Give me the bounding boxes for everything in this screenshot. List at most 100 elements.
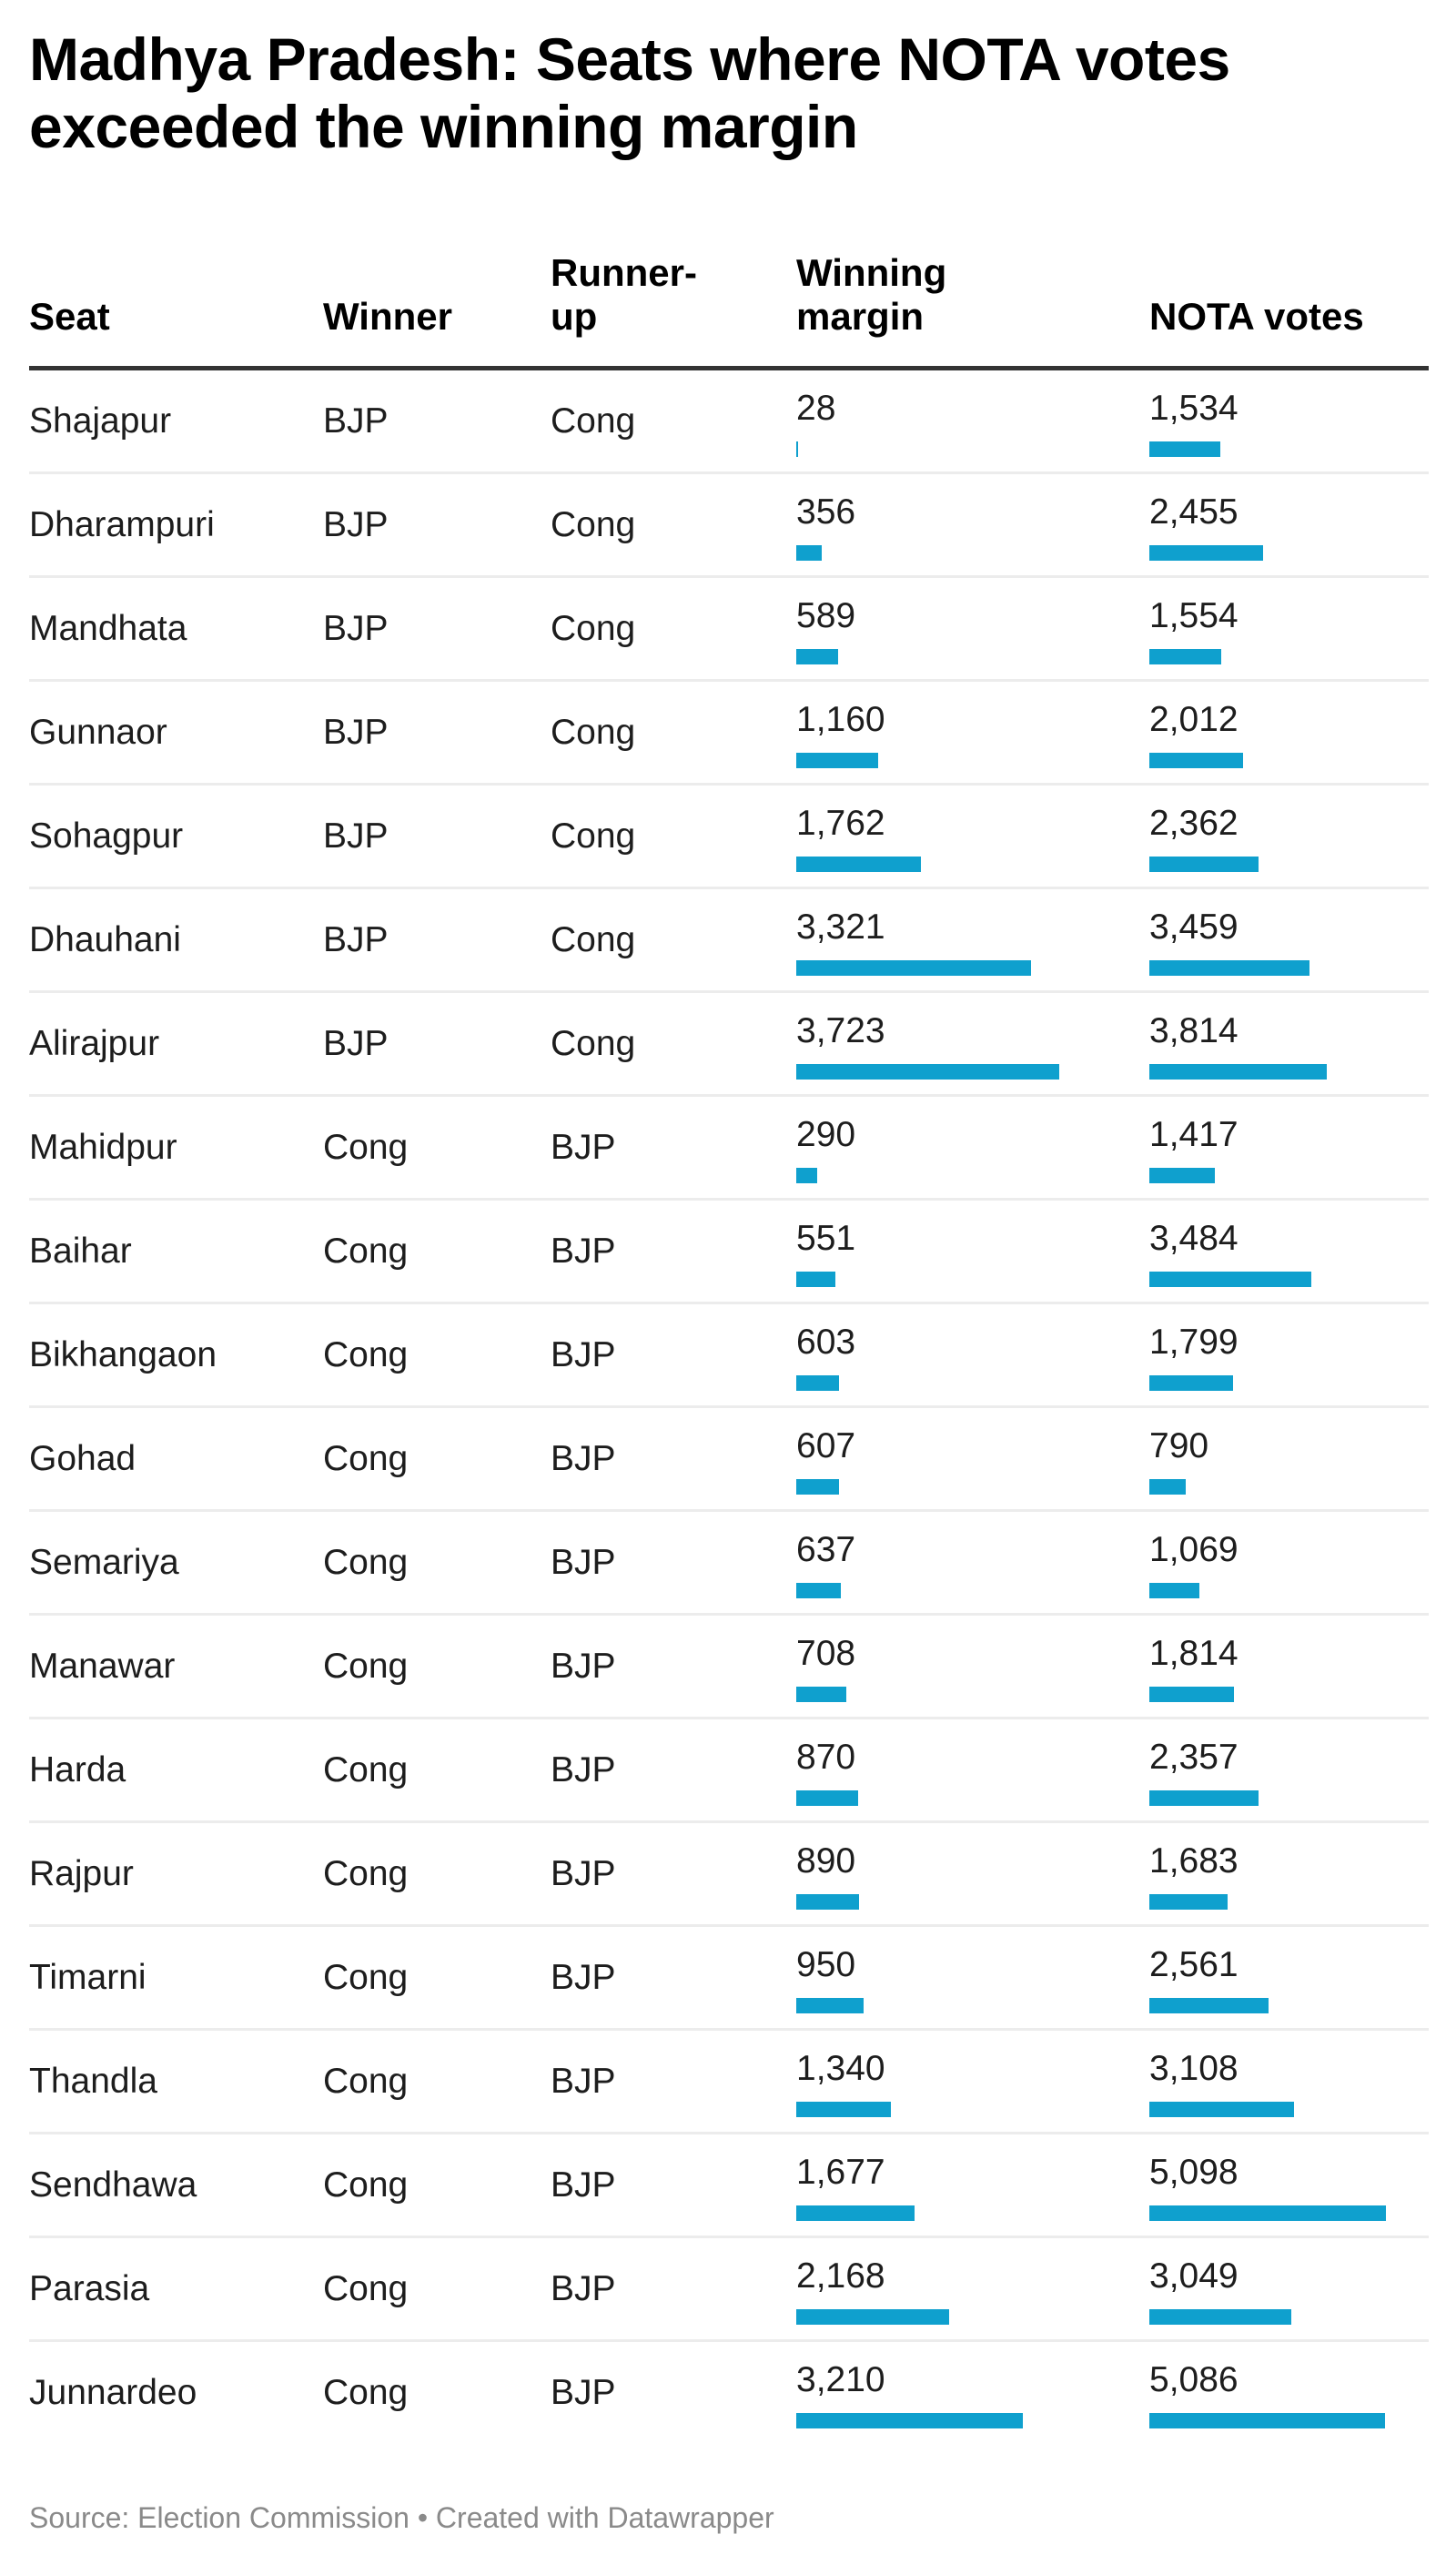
cell-nota-votes: 1,814 [1149, 1634, 1239, 1673]
cell-runner-up: BJP [551, 1647, 616, 1686]
nota-votes-bar [1149, 1064, 1327, 1080]
winning-margin-bar [796, 753, 878, 768]
header-winning-margin[interactable]: Winning margin [796, 251, 946, 339]
nota-votes-bar [1149, 2102, 1294, 2117]
table-header: Seat Winner Runner- up Winning margin NO… [29, 228, 1429, 370]
table-row: Gohad Cong BJP 607 790 [29, 1408, 1429, 1512]
cell-winner: Cong [323, 1439, 409, 1478]
cell-runner-up: Cong [551, 713, 636, 752]
winning-margin-bar [796, 857, 921, 872]
nota-votes-bar [1149, 1583, 1199, 1598]
nota-votes-bar [1149, 857, 1259, 872]
cell-winning-margin: 356 [796, 492, 856, 532]
nota-votes-bar [1149, 1168, 1215, 1183]
winning-margin-bar [796, 1687, 846, 1702]
table-row: Semariya Cong BJP 637 1,069 [29, 1512, 1429, 1616]
nota-votes-bar [1149, 441, 1220, 457]
header-runner-up-line1: Runner- [551, 251, 697, 294]
cell-seat: Mahidpur [29, 1128, 177, 1167]
cell-seat: Manawar [29, 1647, 176, 1686]
nota-votes-bar [1149, 960, 1309, 976]
cell-runner-up: BJP [551, 2373, 616, 2412]
table-row: Bikhangaon Cong BJP 603 1,799 [29, 1304, 1429, 1408]
cell-seat: Shajapur [29, 401, 172, 441]
cell-runner-up: BJP [551, 1128, 616, 1167]
cell-winning-margin: 1,677 [796, 2153, 885, 2192]
cell-seat: Gohad [29, 1439, 136, 1478]
cell-nota-votes: 1,069 [1149, 1530, 1239, 1569]
cell-nota-votes: 790 [1149, 1426, 1209, 1465]
cell-nota-votes: 3,049 [1149, 2256, 1239, 2296]
cell-runner-up: BJP [551, 1958, 616, 1997]
source-footer: Source: Election Commission • Created wi… [29, 2501, 774, 2534]
cell-runner-up: BJP [551, 2269, 616, 2308]
cell-winner: BJP [323, 1024, 389, 1063]
cell-runner-up: BJP [551, 1335, 616, 1374]
cell-winner: Cong [323, 1543, 409, 1582]
winning-margin-bar [796, 1479, 839, 1495]
table-row: Sohagpur BJP Cong 1,762 2,362 [29, 786, 1429, 889]
table-row: Junnardeo Cong BJP 3,210 5,086 [29, 2342, 1429, 2446]
winning-margin-bar [796, 545, 822, 561]
table-row: Baihar Cong BJP 551 3,484 [29, 1201, 1429, 1304]
cell-winner: BJP [323, 713, 389, 752]
cell-seat: Sendhawa [29, 2165, 197, 2205]
header-runner-up[interactable]: Runner- up [551, 251, 697, 339]
nota-votes-bar [1149, 1375, 1233, 1391]
table-row: Dharampuri BJP Cong 356 2,455 [29, 474, 1429, 578]
table-row: Parasia Cong BJP 2,168 3,049 [29, 2238, 1429, 2342]
table-row: Mahidpur Cong BJP 290 1,417 [29, 1097, 1429, 1201]
cell-winner: Cong [323, 2062, 409, 2101]
nota-votes-bar [1149, 753, 1243, 768]
table-row: Shajapur BJP Cong 28 1,534 [29, 370, 1429, 474]
header-seat[interactable]: Seat [29, 295, 110, 338]
cell-winning-margin: 3,210 [796, 2360, 885, 2399]
table-row: Sendhawa Cong BJP 1,677 5,098 [29, 2134, 1429, 2238]
winning-margin-bar [796, 1375, 839, 1391]
cell-seat: Junnardeo [29, 2373, 197, 2412]
winning-margin-bar [796, 1272, 835, 1287]
cell-nota-votes: 1,683 [1149, 1841, 1239, 1881]
cell-winner: Cong [323, 1335, 409, 1374]
header-winning-margin-line1: Winning [796, 251, 947, 294]
cell-winning-margin: 28 [796, 389, 836, 428]
cell-winner: Cong [323, 2165, 409, 2205]
nota-votes-bar [1149, 1479, 1186, 1495]
cell-seat: Parasia [29, 2269, 150, 2308]
cell-nota-votes: 2,012 [1149, 700, 1239, 739]
table-row: Manawar Cong BJP 708 1,814 [29, 1616, 1429, 1719]
cell-winning-margin: 1,160 [796, 700, 885, 739]
cell-winning-margin: 1,340 [796, 2049, 885, 2088]
nota-votes-bar [1149, 545, 1263, 561]
cell-nota-votes: 3,484 [1149, 1219, 1239, 1258]
cell-seat: Harda [29, 1750, 126, 1789]
header-nota-votes[interactable]: NOTA votes [1149, 295, 1364, 338]
nota-votes-bar [1149, 2309, 1291, 2325]
cell-runner-up: BJP [551, 2165, 616, 2205]
cell-winning-margin: 3,723 [796, 1011, 885, 1050]
table-row: Mandhata BJP Cong 589 1,554 [29, 578, 1429, 682]
cell-runner-up: Cong [551, 609, 636, 648]
cell-seat: Gunnaor [29, 713, 167, 752]
cell-winner: BJP [323, 401, 389, 441]
table-body: Shajapur BJP Cong 28 1,534 Dharampuri BJP Cong 3… [29, 370, 1429, 2446]
cell-runner-up: BJP [551, 1750, 616, 1789]
table-row: Gunnaor BJP Cong 1,160 2,012 [29, 682, 1429, 786]
winning-margin-bar [796, 1064, 1059, 1080]
winning-margin-bar [796, 1998, 864, 2013]
cell-seat: Dhauhani [29, 920, 181, 959]
table-row: Harda Cong BJP 870 2,357 [29, 1719, 1429, 1823]
cell-winner: Cong [323, 1854, 409, 1893]
table-row: Dhauhani BJP Cong 3,321 3,459 [29, 889, 1429, 993]
cell-winner: Cong [323, 1232, 409, 1271]
nota-votes-bar [1149, 1894, 1228, 1910]
winning-margin-bar [796, 2413, 1023, 2428]
table-row: Thandla Cong BJP 1,340 3,108 [29, 2031, 1429, 2134]
header-runner-up-line2: up [551, 295, 598, 338]
nota-votes-bar [1149, 1687, 1234, 1702]
cell-runner-up: BJP [551, 1232, 616, 1271]
header-winner[interactable]: Winner [323, 295, 452, 338]
cell-winning-margin: 870 [796, 1738, 856, 1777]
winning-margin-bar [796, 1894, 859, 1910]
cell-winning-margin: 603 [796, 1323, 856, 1362]
